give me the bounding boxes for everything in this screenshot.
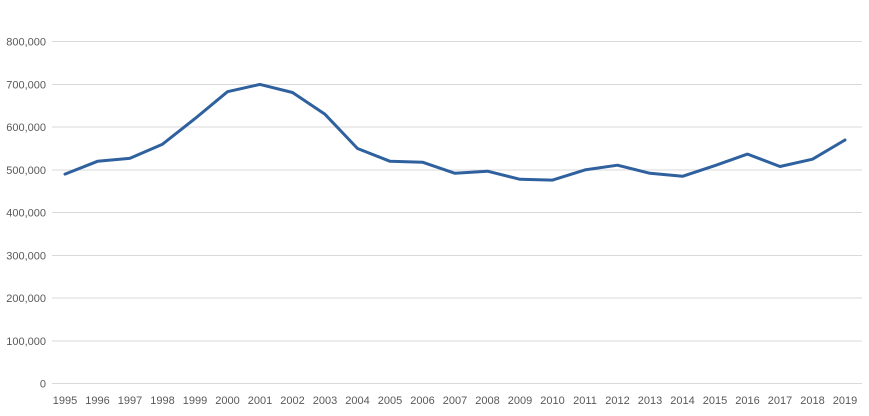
x-tick-label: 2012 [605,395,629,407]
x-tick-label: 2019 [833,395,857,407]
y-tick-label: 200,000 [6,293,46,305]
x-tick-label: 2001 [248,395,272,407]
y-tick-label: 500,000 [6,165,46,177]
x-tick-label: 2008 [475,395,499,407]
y-tick-label: 700,000 [6,79,46,91]
x-tick-label: 2013 [638,395,662,407]
x-tick-label: 2007 [443,395,467,407]
x-tick-label: 2000 [215,395,239,407]
x-tick-label: 2004 [345,395,369,407]
x-tick-label: 2015 [703,395,727,407]
x-tick-label: 2002 [280,395,304,407]
x-tick-label: 2011 [573,395,597,407]
x-tick-label: 1996 [85,395,109,407]
y-tick-label: 100,000 [6,336,46,348]
x-tick-label: 2016 [735,395,759,407]
x-tick-label: 2005 [378,395,402,407]
y-tick-label: 400,000 [6,208,46,220]
y-tick-label: 800,000 [6,37,46,49]
x-tick-label: 1995 [53,395,77,407]
y-tick-label: 300,000 [6,250,46,262]
x-tick-label: 1998 [150,395,174,407]
x-tick-label: 1997 [118,395,142,407]
x-tick-label: 1999 [183,395,207,407]
data-line [63,82,847,182]
x-tick-label: 2009 [508,395,532,407]
x-tick-label: 2014 [670,395,694,407]
x-tick-label: 2006 [410,395,434,407]
x-tick-label: 2003 [313,395,337,407]
x-tick-label: 2018 [800,395,824,407]
x-tick-label: 2017 [768,395,792,407]
y-tick-label: 0 [40,379,46,391]
x-tick-label: 2010 [540,395,564,407]
y-tick-label: 600,000 [6,122,46,134]
